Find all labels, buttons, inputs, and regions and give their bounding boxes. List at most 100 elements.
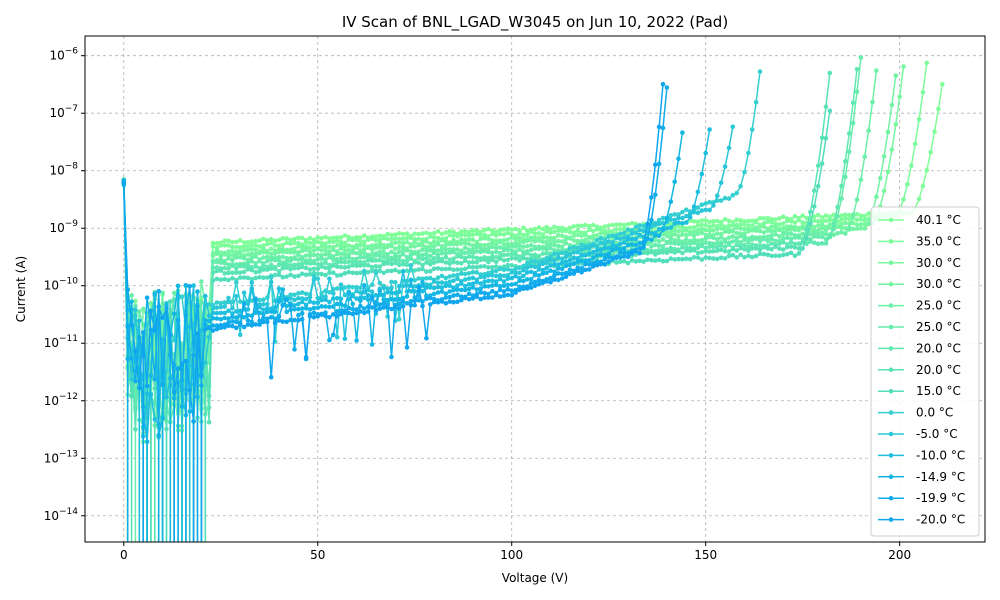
data-point — [812, 188, 817, 193]
data-point — [715, 193, 720, 199]
data-point — [342, 252, 348, 257]
legend-item[interactable]: 30.0 °C — [878, 277, 961, 291]
data-point — [334, 296, 340, 301]
data-point — [358, 298, 363, 304]
data-point — [358, 270, 363, 276]
legend-label: 15.0 °C — [916, 384, 961, 398]
legend-item[interactable]: 25.0 °C — [878, 320, 961, 334]
data-point — [451, 241, 456, 247]
legend-item[interactable]: 25.0 °C — [878, 299, 961, 313]
data-point — [265, 250, 270, 255]
data-point — [420, 279, 425, 285]
data-point — [365, 262, 371, 268]
legend-item[interactable]: 35.0 °C — [878, 234, 961, 248]
data-point — [598, 252, 604, 257]
data-point — [668, 199, 674, 204]
data-point — [579, 223, 584, 229]
data-point — [474, 241, 480, 246]
data-point — [513, 281, 518, 287]
data-point — [268, 374, 274, 380]
data-point — [362, 295, 367, 301]
data-point — [676, 256, 681, 262]
legend[interactable]: 40.1 °C 35.0 °C 30.0 °C 30.0 °C 25.0 °C 25.0 … — [870, 206, 980, 537]
data-point — [447, 241, 453, 247]
data-point — [241, 264, 247, 269]
legend-item[interactable]: 20.0 °C — [878, 341, 961, 355]
data-point — [532, 272, 538, 278]
legend-item[interactable]: 0.0 °C — [878, 406, 953, 420]
data-point — [532, 259, 538, 264]
data-point — [222, 325, 227, 330]
data-point — [548, 230, 553, 235]
data-point — [486, 226, 491, 232]
data-point — [521, 273, 526, 279]
data-point — [707, 228, 712, 233]
data-point — [850, 226, 856, 232]
data-point — [625, 222, 631, 227]
legend-item[interactable]: -19.9 °C — [878, 491, 965, 505]
data-point — [676, 220, 681, 225]
y-axis-label: Current (A) — [14, 256, 28, 322]
data-point — [214, 265, 220, 270]
data-point — [362, 239, 367, 244]
data-point — [377, 280, 383, 286]
data-point — [757, 215, 763, 221]
legend-item[interactable]: -14.9 °C — [878, 470, 965, 484]
legend-item[interactable]: 15.0 °C — [878, 384, 961, 398]
data-point — [365, 237, 371, 243]
data-point — [296, 244, 301, 249]
data-point — [765, 228, 771, 233]
data-point — [656, 238, 662, 244]
data-point — [784, 224, 790, 229]
data-point — [451, 267, 456, 273]
data-point — [451, 233, 456, 238]
data-point — [315, 252, 321, 258]
data-point — [699, 208, 705, 213]
data-point — [695, 250, 701, 256]
data-point — [711, 203, 716, 208]
data-point — [187, 324, 192, 330]
data-point — [594, 252, 600, 258]
legend-item[interactable]: 30.0 °C — [878, 256, 961, 270]
data-point — [854, 212, 860, 217]
data-point — [691, 237, 697, 242]
data-point — [234, 280, 239, 285]
data-point — [152, 376, 158, 382]
data-point — [385, 257, 390, 263]
data-point — [214, 240, 220, 246]
legend-item[interactable]: -20.0 °C — [878, 513, 965, 527]
data-point — [493, 238, 499, 243]
data-point — [222, 243, 227, 248]
data-point — [792, 220, 798, 225]
data-point — [210, 278, 216, 283]
legend-item[interactable]: 40.1 °C — [878, 213, 961, 227]
data-point — [656, 243, 662, 249]
data-point — [610, 251, 615, 257]
data-point — [420, 288, 425, 294]
data-point — [373, 238, 379, 243]
data-point — [509, 252, 514, 257]
data-point — [389, 306, 394, 312]
data-point — [777, 216, 782, 221]
data-point — [265, 258, 270, 264]
data-point — [563, 236, 569, 242]
data-point — [296, 262, 301, 267]
data-point — [400, 303, 406, 309]
legend-marker — [888, 346, 894, 351]
data-point — [730, 246, 736, 252]
data-point — [420, 262, 425, 268]
data-point — [443, 295, 449, 300]
data-point — [521, 278, 526, 284]
data-point — [517, 270, 522, 276]
data-point — [257, 244, 262, 249]
legend-item[interactable]: 20.0 °C — [878, 363, 961, 377]
y-tick-label: 10−10 — [44, 277, 79, 293]
data-point — [133, 307, 138, 313]
legend-item[interactable]: -5.0 °C — [878, 427, 958, 441]
data-point — [571, 238, 577, 243]
legend-item[interactable]: -10.0 °C — [878, 448, 965, 462]
data-point — [261, 246, 266, 251]
data-point — [819, 241, 825, 246]
y-tick-label: 10−7 — [49, 104, 78, 120]
data-point — [536, 259, 542, 265]
